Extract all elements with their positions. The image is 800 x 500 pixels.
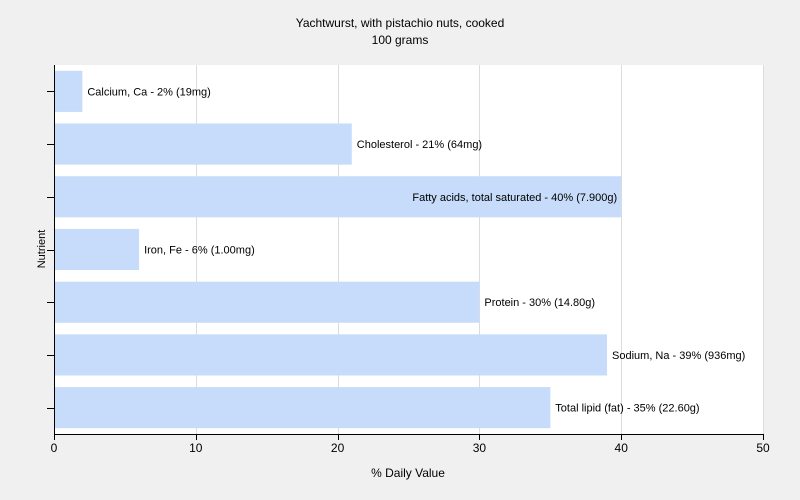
data-label: Fatty acids, total saturated - 40% (7.90…: [412, 192, 617, 204]
data-label: Total lipid (fat) - 35% (22.60g): [555, 403, 699, 415]
data-label: Cholesterol - 21% (64mg): [357, 139, 482, 151]
bar: [54, 176, 622, 218]
bar: [54, 281, 480, 323]
bar: [54, 334, 608, 376]
x-tick-label: 50: [756, 441, 770, 455]
x-tick-label: 20: [331, 441, 345, 455]
data-label: Protein - 30% (14.80g): [484, 297, 595, 309]
data-label: Calcium, Ca - 2% (19mg): [87, 86, 210, 98]
x-axis-label: % Daily Value: [371, 466, 445, 480]
x-tick-label: 40: [615, 441, 629, 455]
x-tick-label: 30: [473, 441, 487, 455]
bar: [54, 70, 83, 112]
chart-subtitle: 100 grams: [371, 33, 429, 47]
bar: [54, 387, 551, 429]
axes: 0 10 20 30 40 50: [47, 65, 770, 455]
bar: [54, 123, 352, 165]
bar: [54, 228, 140, 271]
x-tick-label: 0: [51, 441, 58, 455]
bars: Calcium, Ca - 2% (19mg) Cholesterol - 21%…: [54, 70, 745, 429]
data-label: Sodium, Na - 39% (936mg): [612, 350, 745, 362]
x-tick-label: 10: [189, 441, 203, 455]
y-axis-label: Nutrient: [36, 230, 48, 269]
chart-title: Yachtwurst, with pistachio nuts, cooked: [295, 16, 505, 30]
data-label: Iron, Fe - 6% (1.00mg): [144, 245, 255, 257]
